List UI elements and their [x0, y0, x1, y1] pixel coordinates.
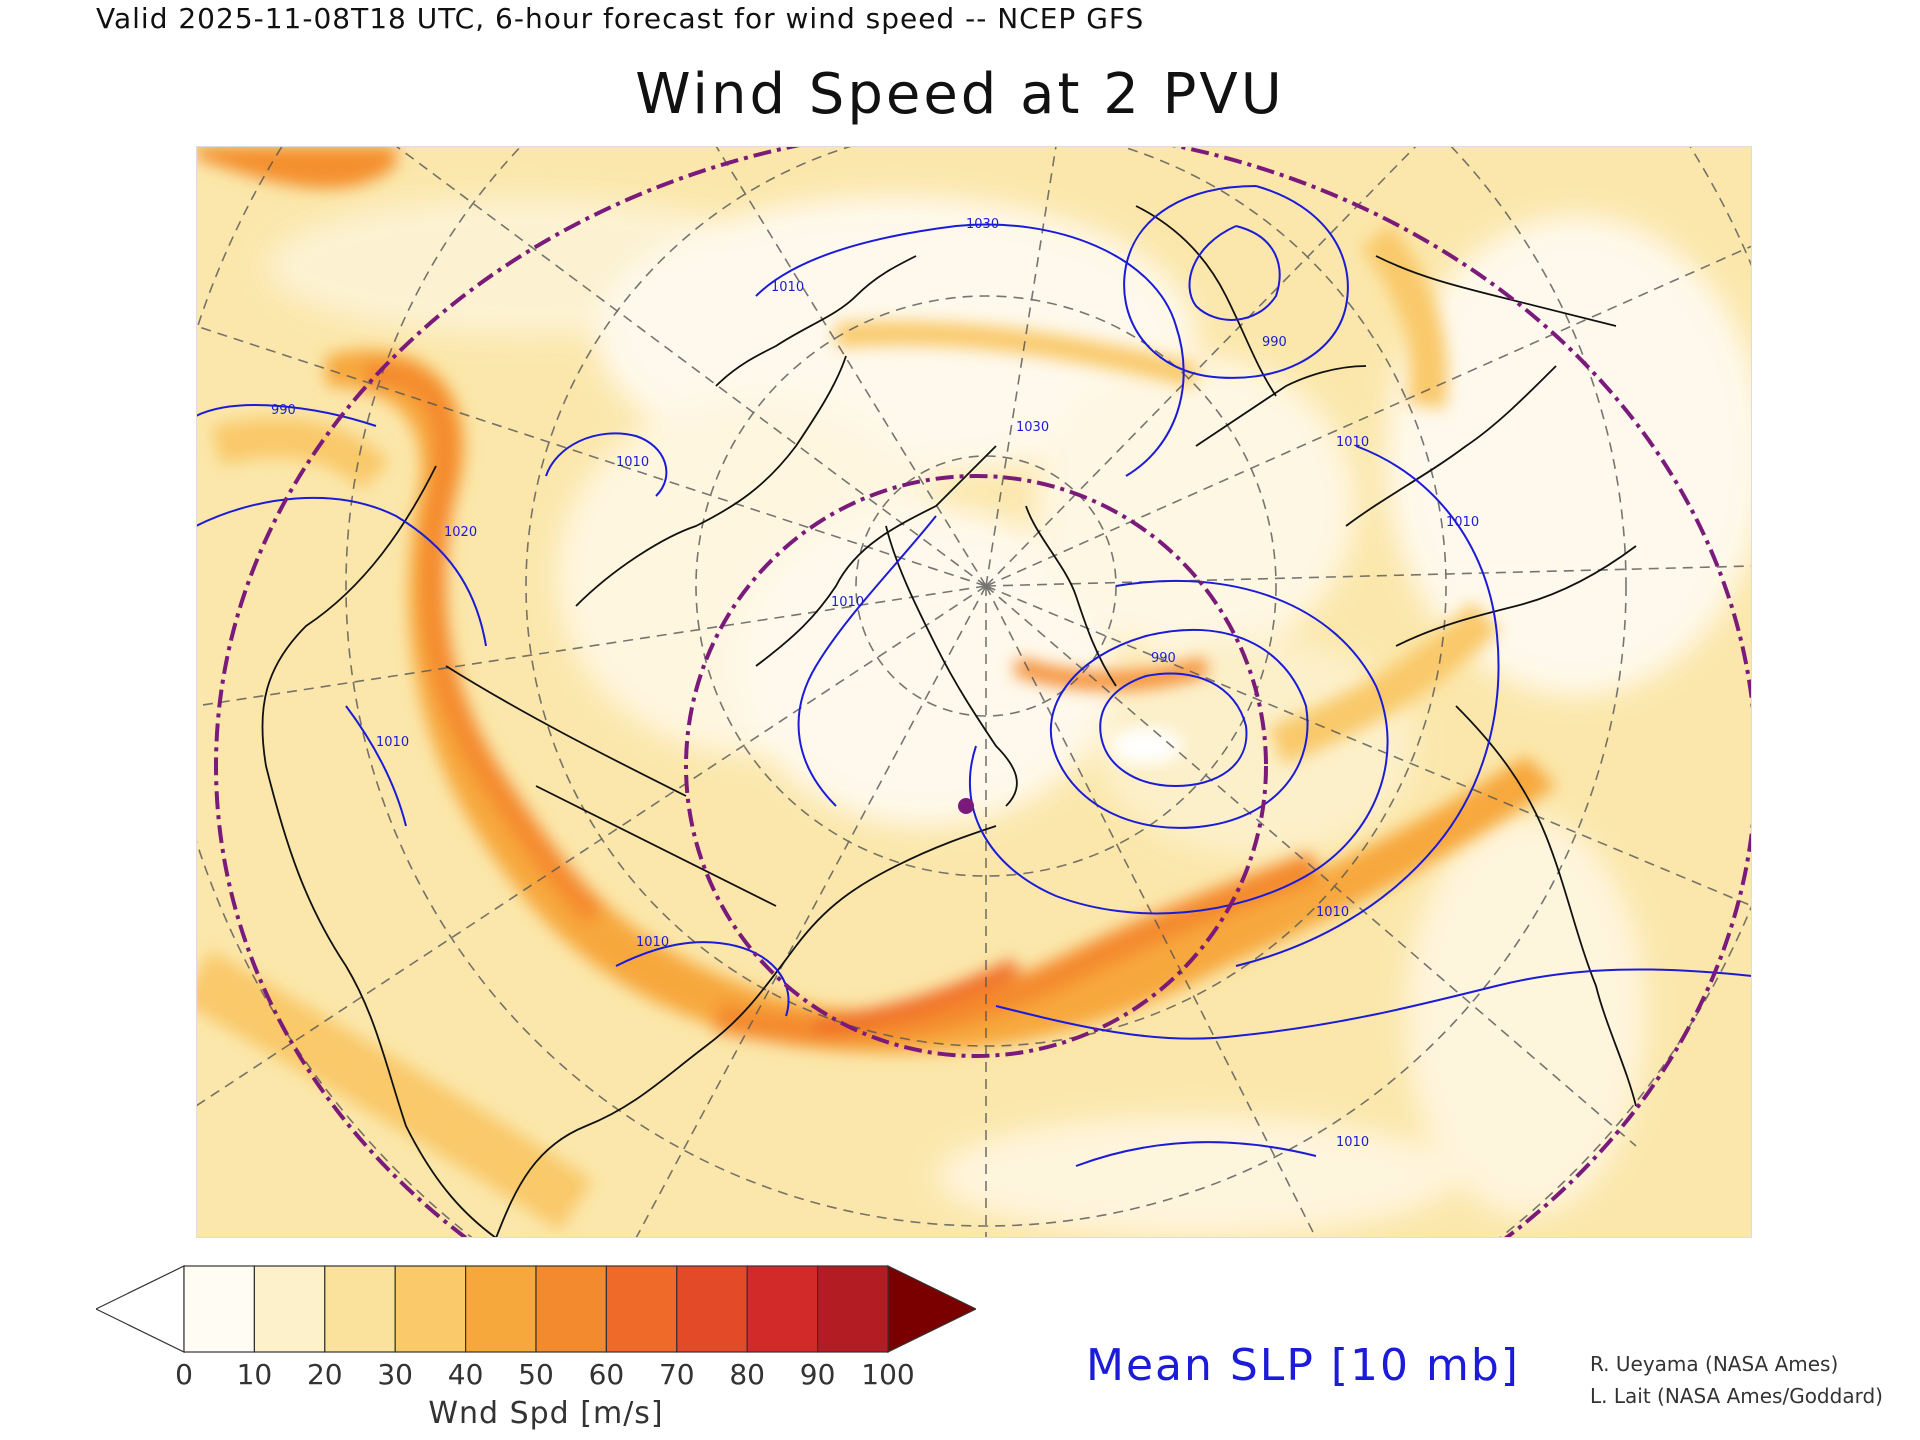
slp-label: 1010: [1336, 1135, 1369, 1150]
colorbar-bin: [394, 1265, 467, 1353]
colorbar-bins: [183, 1265, 889, 1353]
slp-label: 1020: [444, 525, 477, 540]
slp-label: 1030: [966, 217, 999, 232]
range-rings: [214, 146, 1752, 1238]
slp-label: 1030: [1016, 420, 1049, 435]
colorbar-bin: [816, 1265, 889, 1353]
slp-label: 1010: [1336, 435, 1369, 450]
colorbar-tick-label: 50: [518, 1358, 554, 1391]
colorbar-tick-label: 100: [861, 1358, 915, 1391]
colorbar-bin: [183, 1265, 256, 1353]
colorbar-tick-label: 80: [729, 1358, 766, 1391]
colorbar-tick-label: 0: [175, 1358, 193, 1391]
wind-speed-fill: [196, 146, 1752, 1236]
colorbar-tick-label: 30: [377, 1358, 414, 1391]
wind-speed-map[interactable]: 1010 1030 990 1020 1010 990 1010 1030 10…: [196, 146, 1752, 1238]
valid-time-header: Valid 2025-11-08T18 UTC, 6-hour forecast…: [96, 2, 1145, 35]
slp-label: 1010: [1316, 905, 1349, 920]
colorbar-bin: [746, 1265, 819, 1353]
colorbar-tick-labels: 0 10 20 30 40 50 60 70 80 90 100: [96, 1358, 996, 1398]
slp-label: 990: [1262, 335, 1287, 350]
inner-range-ring: [684, 474, 1268, 1058]
slp-label: 990: [271, 403, 296, 418]
slp-label: 1010: [1446, 515, 1479, 530]
colorbar-tick-label: 90: [799, 1358, 836, 1391]
colorbar-bin: [676, 1265, 748, 1353]
slp-label: 1010: [376, 735, 409, 750]
map-title: Wind Speed at 2 PVU: [635, 62, 1285, 127]
colorbar-under-arrow: [96, 1265, 185, 1353]
colorbar-over-arrow: [887, 1265, 976, 1353]
slp-label: 1010: [831, 595, 864, 610]
map-border: [196, 146, 1752, 1238]
outer-range-ring: [214, 146, 1752, 1238]
slp-labels: 1010 1030 990 1020 1010 990 1010 1030 10…: [271, 217, 1479, 1150]
slp-label: 1010: [771, 280, 804, 295]
slp-label: 1010: [636, 935, 669, 950]
colorbar-bin: [324, 1265, 396, 1353]
slp-label: 990: [1151, 651, 1176, 666]
colorbar-tick-label: 60: [588, 1358, 625, 1391]
colorbar-tick-label: 70: [658, 1358, 695, 1391]
colorbar-bin: [253, 1265, 326, 1353]
wind-speed-colorbar: [96, 1265, 976, 1353]
colorbar-tick-label: 20: [306, 1358, 343, 1391]
colorbar-tick-label: 40: [447, 1358, 484, 1391]
credit-line-2: L. Lait (NASA Ames/Goddard): [1590, 1384, 1883, 1408]
location-marker[interactable]: [958, 798, 974, 814]
slp-label: 1010: [616, 455, 649, 470]
credits: R. Ueyama (NASA Ames) L. Lait (NASA Ames…: [1590, 1348, 1883, 1412]
colorbar-tick-label: 10: [236, 1358, 273, 1391]
coastlines: [261, 205, 1637, 1238]
colorbar-bin: [465, 1265, 537, 1353]
colorbar-bin: [535, 1265, 608, 1353]
graticule: [196, 146, 1752, 1238]
colorbar-bin: [605, 1265, 678, 1353]
credit-line-1: R. Ueyama (NASA Ames): [1590, 1352, 1839, 1376]
slp-legend: Mean SLP [10 mb]: [1086, 1340, 1520, 1391]
slp-contours: [196, 185, 1752, 1167]
colorbar-title: Wnd Spd [m/s]: [428, 1396, 664, 1431]
